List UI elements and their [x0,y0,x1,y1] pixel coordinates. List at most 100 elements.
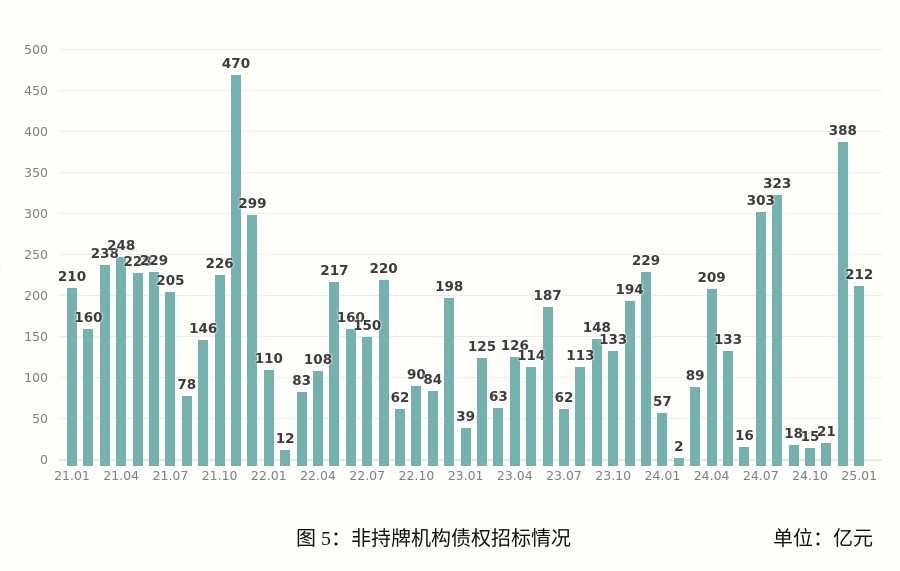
bar [411,386,422,466]
bar [493,408,504,466]
gridline [58,172,882,173]
x-tick-label: 22.04 [300,468,336,483]
bar-value-label: 84 [423,372,443,389]
y-tick-label: 300 [24,206,48,221]
caption-row: 图 5：非持牌机构债权招标情况 单位：亿元 [0,522,900,552]
gridline [58,90,882,91]
bar [805,447,815,466]
bar-value-label: 39 [456,409,475,426]
figure-caption: 图 5：非持牌机构债权招标情况 [296,528,571,550]
bar [723,350,733,466]
x-tick-label: 22.10 [398,468,435,483]
bar [329,282,340,466]
x-tick-label: 22.07 [349,468,386,483]
bar [575,367,586,466]
bar [854,286,865,466]
x-tick-label: 21.04 [103,468,140,483]
y-tick-label: 50 [32,411,48,426]
bar [641,272,651,466]
gridline [58,131,882,132]
bar-value-label: 198 [435,278,464,295]
x-tick-label: 24.01 [644,468,681,483]
bar [509,356,520,466]
bar-value-label: 63 [488,389,508,406]
bar-chart: 债权总额 0 50 100 150 200 250 300 350 400 450 500 210 1… [0,42,882,483]
y-tick-label: 400 [24,124,48,139]
bar [231,74,241,466]
bar [755,211,766,466]
bar-value-label: 210 [57,268,87,285]
bar [247,214,258,466]
bar-value-label: 89 [685,368,705,385]
bar [165,291,176,466]
bar-value-label: 388 [828,122,857,139]
bar-value-label: 12 [275,431,295,448]
x-tick-label: 23.07 [546,468,582,483]
bar-value-label: 57 [652,394,672,411]
bar [460,428,471,466]
bar-value-label: 2 [674,439,684,456]
bar-value-label: 238 [90,245,119,262]
bar-value-label: 229 [139,253,169,270]
bar [591,338,602,466]
bar-value-label: 248 [107,237,136,254]
bar [263,369,274,466]
y-tick-label: 250 [24,247,48,262]
x-tick-label: 23.10 [595,468,632,483]
bar [739,446,750,466]
gridline [58,377,882,378]
x-tick-label: 23.04 [496,468,533,483]
y-tick-label: 150 [24,329,48,344]
y-tick-label: 0 [40,452,48,467]
bar-value-label: 209 [697,269,726,286]
bar [280,450,291,466]
bar-value-label: 148 [582,319,611,336]
bar [67,287,77,466]
gridline [58,213,882,214]
bar-value-label: 323 [763,176,792,193]
bar-value-label: 187 [533,287,562,304]
bar [542,306,553,466]
bar [149,272,159,466]
bar [345,328,356,466]
gridline [58,49,882,50]
gridline [58,254,882,255]
bar [772,195,783,466]
bar-value-label: 194 [615,281,644,298]
bar [477,357,487,466]
bar [427,391,438,466]
bar-value-label: 160 [74,309,103,326]
bar-value-label: 303 [746,192,775,209]
bar [624,300,635,466]
bar-value-label: 62 [554,390,574,407]
bar-value-label: 78 [177,377,197,394]
bar [690,387,701,466]
bar-value-label: 220 [369,260,398,277]
x-tick-label: 24.04 [693,468,730,483]
x-tick-label: 21.01 [54,468,90,483]
gridline [58,295,882,296]
bar [559,409,569,466]
bar-value-label: 110 [254,350,283,367]
bar [837,141,848,466]
bar-value-label: 16 [734,427,754,444]
bar-value-label: 126 [500,337,529,354]
bar [198,340,209,466]
bar-value-label: 160 [336,309,365,326]
bar-value-label: 217 [320,263,349,280]
plot-area: 210 160 238 248 228 229 205 78 146 226 470 299 110 12… [54,49,882,483]
bar-value-label: 133 [599,331,628,348]
bar [378,279,389,466]
bar-value-label: 125 [467,338,497,355]
x-tick-label: 23.01 [447,468,484,483]
bar [706,288,717,466]
bar [444,297,455,466]
x-tick-label: 24.10 [792,468,828,483]
bar-value-label: 228 [123,254,152,271]
gridline [58,418,882,419]
bar-value-label: 470 [221,55,251,72]
bar [181,396,192,466]
bar [362,337,373,466]
bar-value-label: 212 [845,267,874,284]
y-tick-label: 100 [24,370,48,385]
